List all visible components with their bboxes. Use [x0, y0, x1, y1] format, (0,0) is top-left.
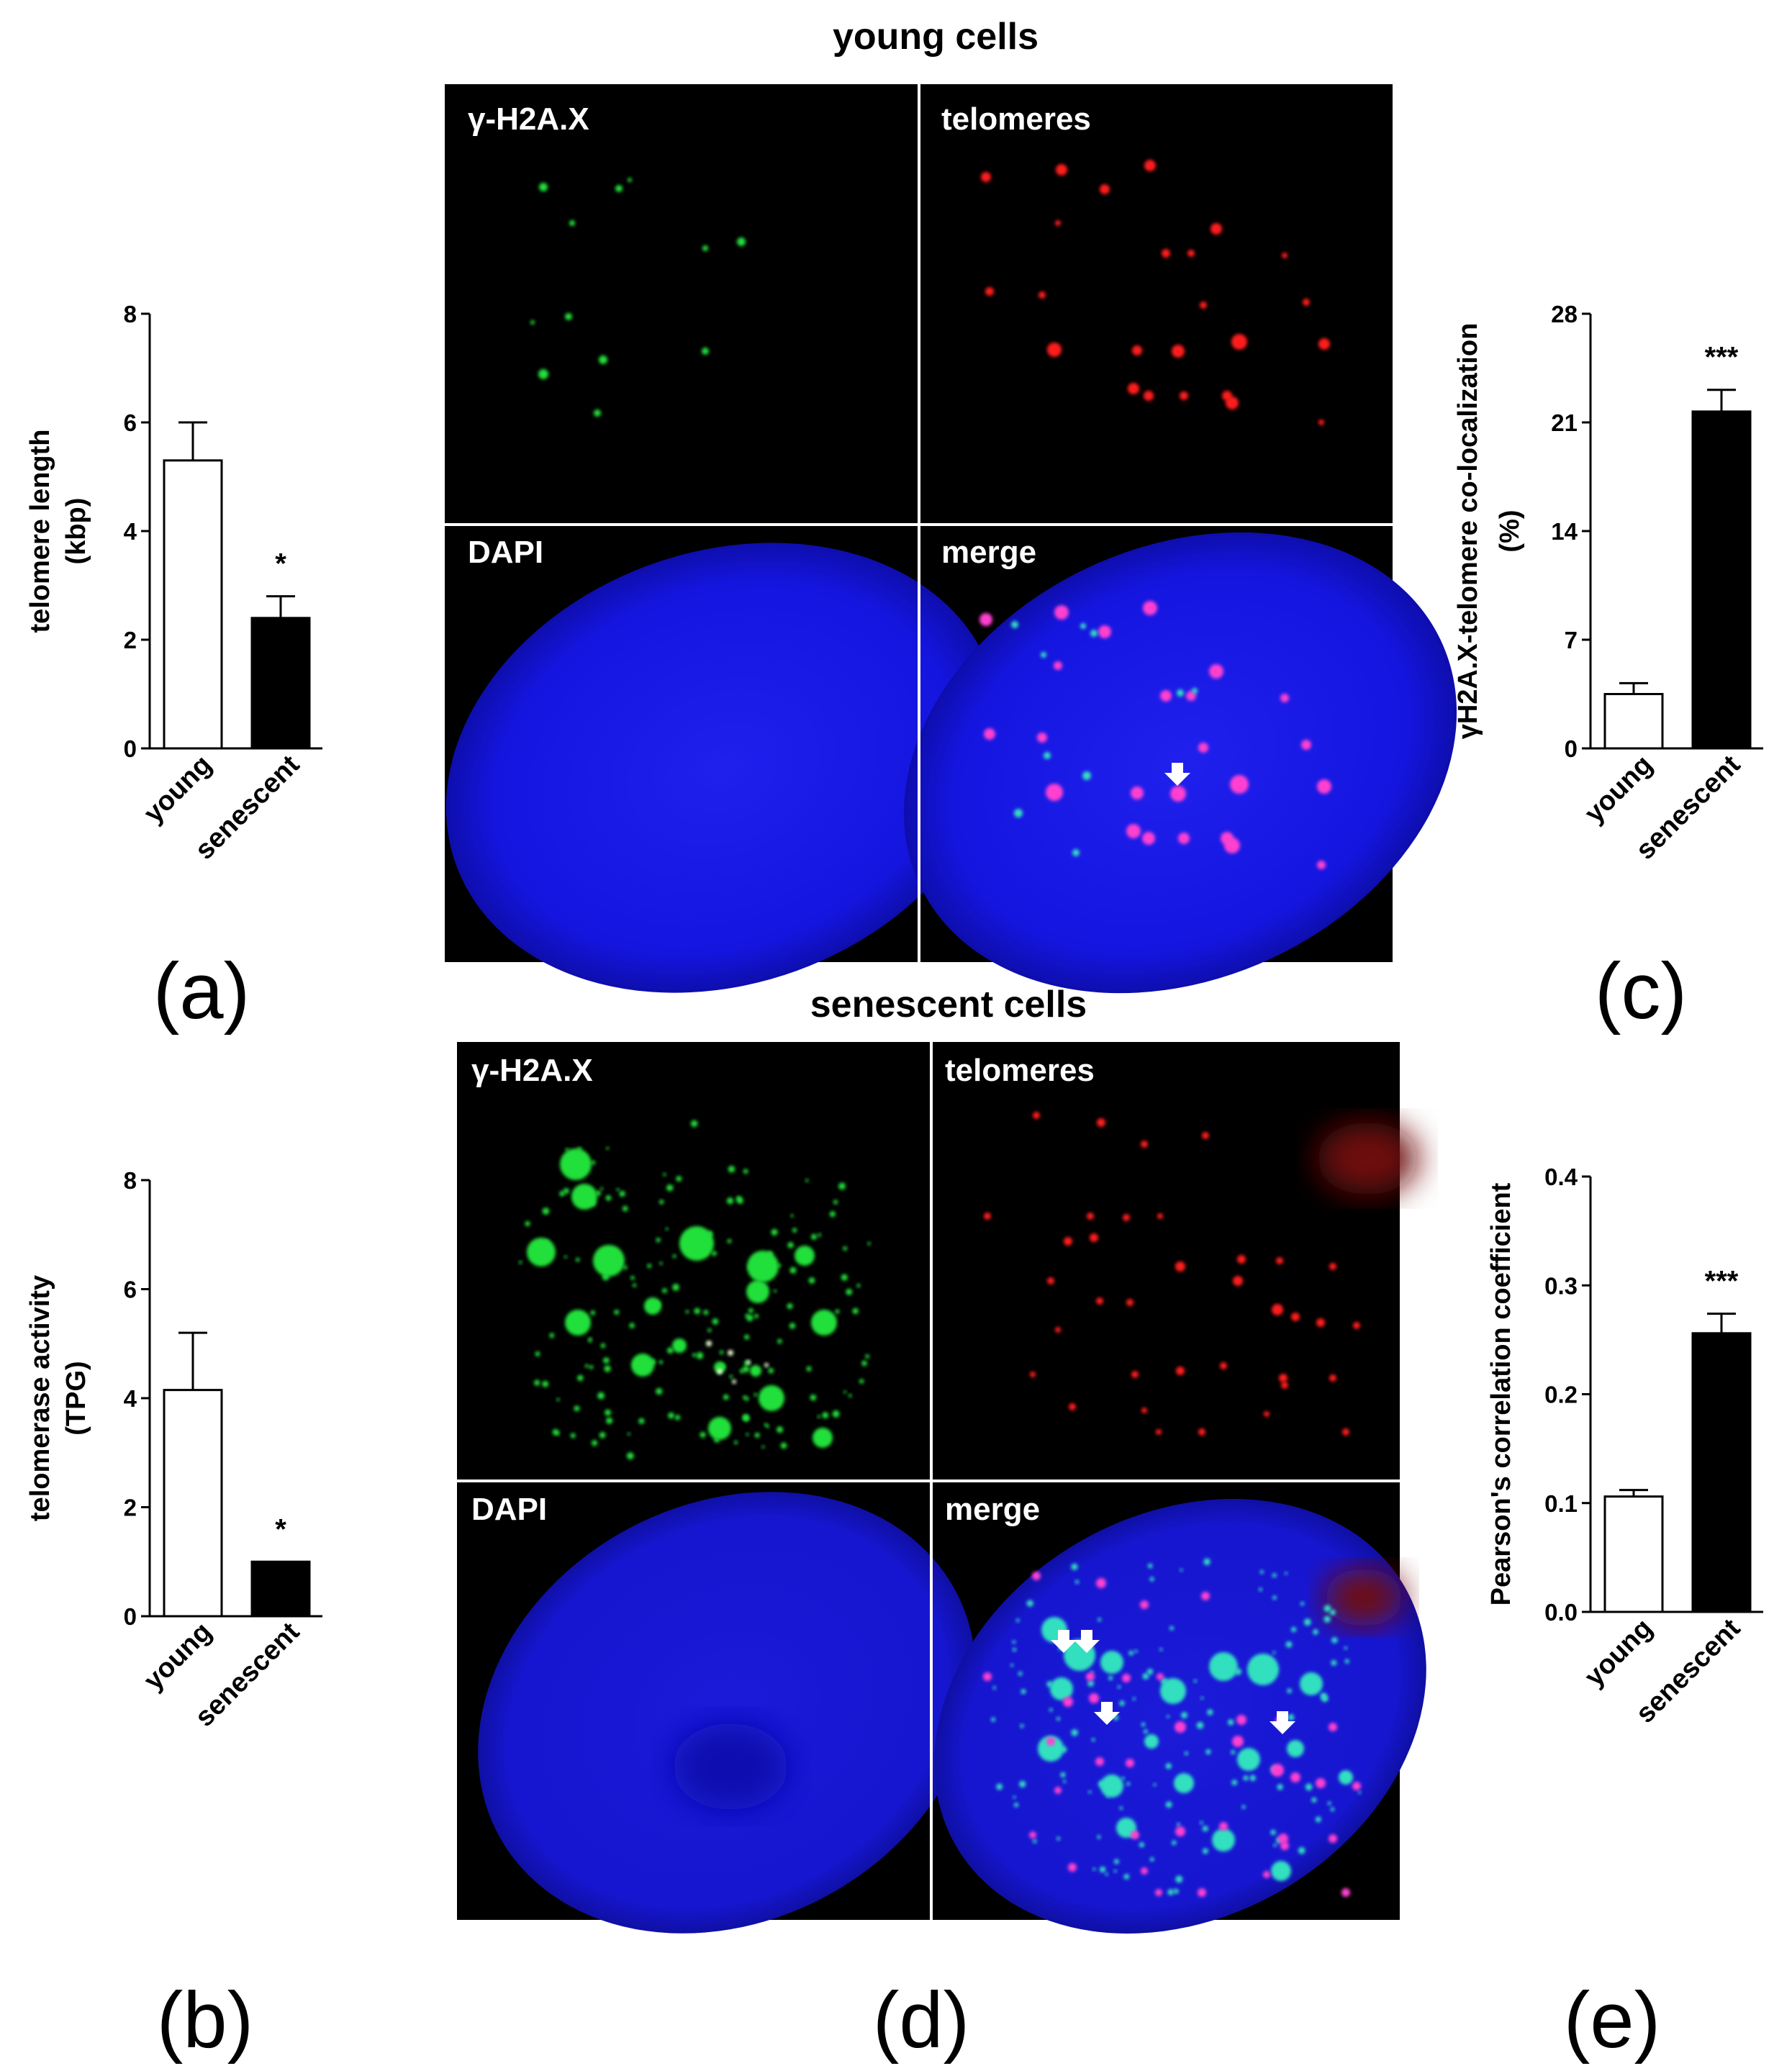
young-dapi-nucleus [445, 543, 1001, 993]
chart-c: 0 7 14 21 28 γH2A.X-telomere co-localization (… [1453, 301, 1763, 866]
significance-marker: * [275, 1513, 286, 1545]
y-axis-label: (%) [1495, 509, 1525, 552]
y-axis-label: γH2A.X-telomere co-localization [1453, 323, 1483, 740]
young-telomere-spots [981, 160, 1330, 425]
arrow-icon [1164, 763, 1190, 786]
young-gamma-spots [530, 178, 746, 417]
y-tick-label: 2 [124, 627, 137, 653]
senescent-cells-title: senescent cells [810, 984, 1087, 1025]
bar-senescent [1691, 410, 1752, 750]
y-axis-label: Pearson's correlation coefficient [1486, 1182, 1516, 1605]
senescent-dapi-label: DAPI [471, 1492, 547, 1527]
y-tick-label: 0.1 [1544, 1490, 1578, 1517]
senescent-merge-label: merge [945, 1492, 1040, 1527]
y-axis-label: telomere length [25, 430, 55, 633]
bar-senescent [250, 617, 311, 750]
young-gamma-label: γ-H2A.X [468, 101, 589, 137]
senescent-dapi-nucleus [478, 1492, 976, 1934]
chart-e: 0.0 0.1 0.2 0.3 0.4 Pearson's correlation coe… [1486, 1164, 1763, 1729]
senescent-micrograph-grid: γ-H2A.X telomeres DAPI merge [457, 1042, 1426, 1934]
senescent-telomere-spots [984, 1112, 1360, 1436]
senescent-merge-spots [983, 1558, 1362, 1897]
y-tick-label: 6 [124, 1277, 137, 1303]
senescent-telomeres-label: telomeres [945, 1053, 1095, 1088]
senescent-merge-nucleus [934, 1499, 1426, 1934]
panel-label-d: (d) [873, 1976, 969, 2065]
young-cells-title: young cells [833, 16, 1038, 58]
y-tick-label: 7 [1565, 627, 1578, 653]
senescent-gamma-label: γ-H2A.X [471, 1053, 593, 1088]
y-tick-label: 0.0 [1544, 1599, 1578, 1626]
bar-young [1603, 693, 1664, 750]
bar-young [1603, 1495, 1664, 1613]
y-tick-label: 0 [124, 1603, 137, 1630]
y-axis-label: (TPG) [61, 1361, 91, 1435]
y-tick-label: 14 [1551, 518, 1578, 545]
y-axis-label: (kbp) [61, 498, 91, 565]
bar-young [163, 459, 223, 750]
arrow-icon [1051, 1630, 1295, 1734]
young-dapi-label: DAPI [468, 535, 543, 570]
young-merge-label: merge [941, 535, 1036, 570]
y-tick-label: 8 [124, 301, 137, 327]
bar-senescent [1691, 1332, 1752, 1613]
y-tick-label: 28 [1551, 301, 1578, 327]
significance-marker: *** [1705, 342, 1739, 373]
y-tick-label: 6 [124, 409, 137, 436]
bar-senescent [250, 1560, 311, 1618]
y-tick-label: 4 [124, 518, 137, 545]
y-tick-label: 0 [124, 735, 137, 762]
young-merge-spots [979, 601, 1331, 869]
category-label: young [138, 1617, 217, 1696]
young-micrograph-grid: γ-H2A.X telomeres DAPI merge [445, 84, 1457, 994]
panel-label-c: (c) [1595, 947, 1687, 1036]
y-axis-label: telomerase activity [25, 1275, 55, 1521]
y-tick-label: 0.4 [1544, 1164, 1578, 1190]
category-label: young [138, 750, 217, 829]
y-tick-label: 0.3 [1544, 1272, 1578, 1299]
y-tick-label: 21 [1551, 409, 1578, 436]
panel-label-b: (b) [157, 1976, 253, 2065]
panel-label-e: (e) [1564, 1976, 1660, 2065]
y-tick-label: 2 [124, 1495, 137, 1521]
y-tick-label: 0.2 [1544, 1382, 1578, 1408]
senescent-gamma-spots [518, 1120, 871, 1460]
significance-marker: * [275, 548, 286, 580]
y-tick-label: 0 [1565, 735, 1578, 762]
bar-young [163, 1389, 223, 1618]
panel-label-a: (a) [153, 947, 250, 1036]
y-tick-label: 8 [124, 1167, 137, 1194]
category-label: young [1579, 750, 1658, 829]
young-telomeres-label: telomeres [941, 101, 1091, 137]
significance-marker: *** [1705, 1266, 1739, 1297]
category-label: young [1579, 1613, 1658, 1692]
y-tick-label: 4 [124, 1385, 137, 1412]
